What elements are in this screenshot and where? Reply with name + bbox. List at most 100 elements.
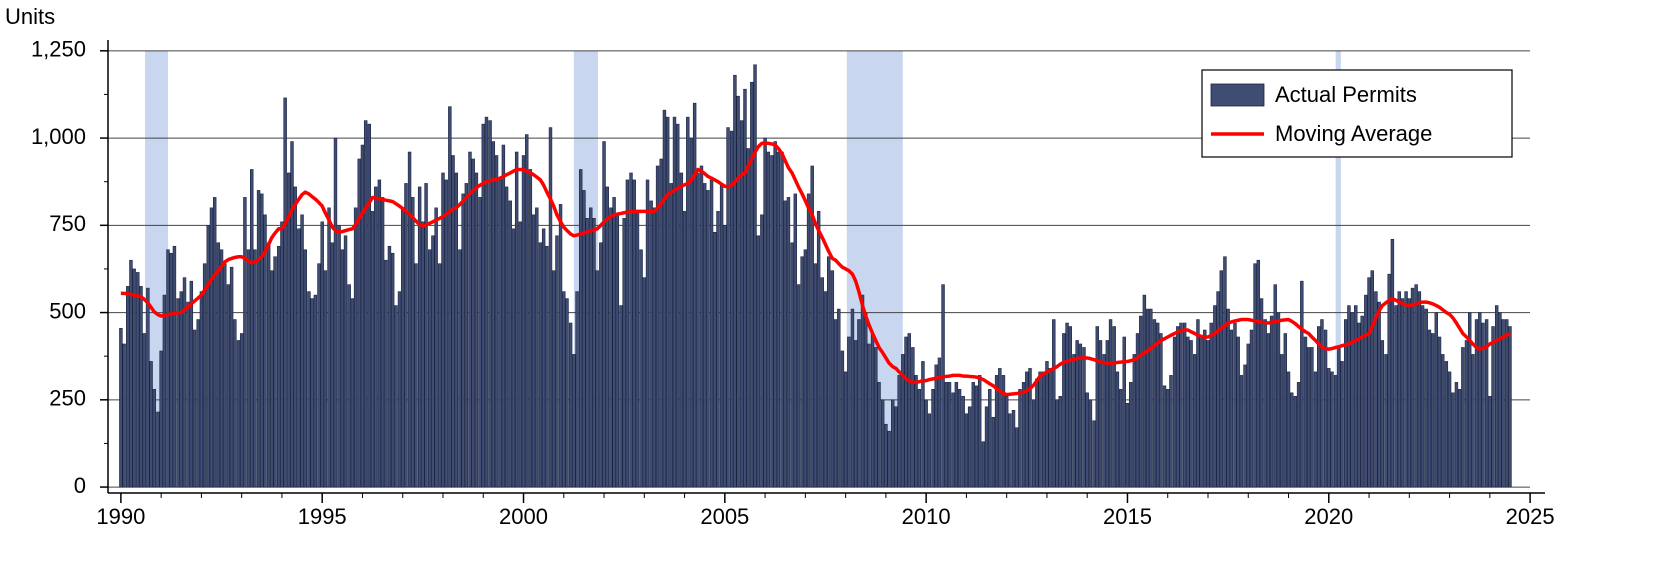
x-tick-label: 1990: [96, 504, 145, 529]
bar: [820, 277, 824, 488]
bar: [424, 183, 428, 488]
bar: [1216, 291, 1220, 488]
bar: [760, 214, 764, 488]
bar: [609, 207, 613, 488]
bar: [1430, 333, 1435, 488]
bar: [1048, 368, 1052, 488]
bar: [136, 272, 140, 488]
bar: [1276, 312, 1281, 488]
bar: [699, 165, 704, 488]
bar: [937, 357, 942, 488]
bar: [595, 270, 599, 488]
bar: [1098, 340, 1103, 488]
bar: [169, 252, 173, 488]
bar: [287, 172, 291, 488]
bar: [1498, 312, 1502, 488]
legend: Actual Permits Moving Average: [1201, 69, 1513, 158]
bar: [1306, 347, 1311, 488]
bar: [702, 183, 707, 488]
y-tick-label: 500: [49, 298, 86, 323]
bar: [444, 179, 448, 488]
bar: [709, 179, 714, 488]
bar: [857, 319, 861, 488]
bar: [1159, 333, 1163, 488]
bar: [1179, 322, 1183, 488]
bar: [239, 333, 244, 488]
bar: [474, 172, 479, 488]
bar: [689, 137, 694, 488]
bar: [283, 97, 287, 488]
bar: [431, 235, 435, 488]
bar: [1434, 312, 1438, 488]
bar: [172, 245, 177, 488]
bar: [977, 375, 982, 488]
bar: [780, 151, 784, 488]
bar: [1025, 371, 1029, 488]
bar: [1357, 322, 1361, 488]
bar: [297, 228, 301, 488]
bar: [988, 389, 992, 488]
bar: [1042, 371, 1046, 488]
bar: [1052, 319, 1056, 488]
bar: [870, 333, 875, 488]
bar: [1145, 308, 1150, 488]
bar: [793, 193, 798, 488]
bar: [555, 235, 559, 488]
bar: [1001, 375, 1006, 488]
bar: [1219, 270, 1223, 488]
bar: [947, 382, 952, 488]
bar: [629, 172, 633, 488]
bar: [813, 263, 818, 488]
bar: [1380, 340, 1385, 488]
bar: [840, 350, 845, 488]
bar: [1166, 389, 1170, 488]
bar: [548, 127, 553, 488]
bar: [1108, 319, 1113, 488]
bar: [1065, 322, 1069, 488]
bar: [1072, 354, 1076, 488]
bar: [464, 183, 469, 488]
bar: [253, 249, 257, 488]
bar: [786, 197, 791, 488]
bar: [619, 305, 623, 488]
bar: [1028, 368, 1032, 488]
bar: [199, 291, 204, 488]
bar: [1152, 319, 1157, 488]
bar: [1417, 291, 1422, 488]
bar: [565, 298, 569, 488]
bar: [159, 350, 163, 488]
bar: [1249, 329, 1254, 488]
bar: [1444, 361, 1449, 488]
bar: [370, 211, 375, 488]
bar: [1256, 259, 1261, 488]
bar: [562, 291, 566, 488]
bar: [1390, 238, 1395, 488]
bar: [327, 207, 331, 488]
bar: [1320, 319, 1324, 488]
bar: [126, 286, 130, 488]
bar: [363, 120, 368, 488]
bar: [833, 319, 838, 488]
bar: [1484, 319, 1489, 488]
bar: [1243, 364, 1247, 488]
bar: [1471, 354, 1475, 488]
bar: [1233, 322, 1237, 488]
legend-swatch: [1210, 83, 1265, 107]
x-tick-label: 2010: [902, 504, 951, 529]
bar: [139, 286, 143, 488]
bar: [1384, 354, 1388, 488]
bar: [1189, 340, 1193, 488]
bar: [243, 197, 247, 488]
bar: [1015, 427, 1019, 488]
bar: [1333, 375, 1338, 488]
bar: [478, 197, 482, 488]
bar: [1058, 396, 1062, 488]
bar: [166, 249, 170, 488]
bar: [1317, 326, 1321, 488]
x-tick-label: 2015: [1103, 504, 1152, 529]
bar: [1115, 371, 1120, 488]
bar: [669, 183, 673, 488]
bar: [1327, 368, 1331, 488]
bar: [891, 399, 895, 488]
bar: [830, 270, 835, 488]
